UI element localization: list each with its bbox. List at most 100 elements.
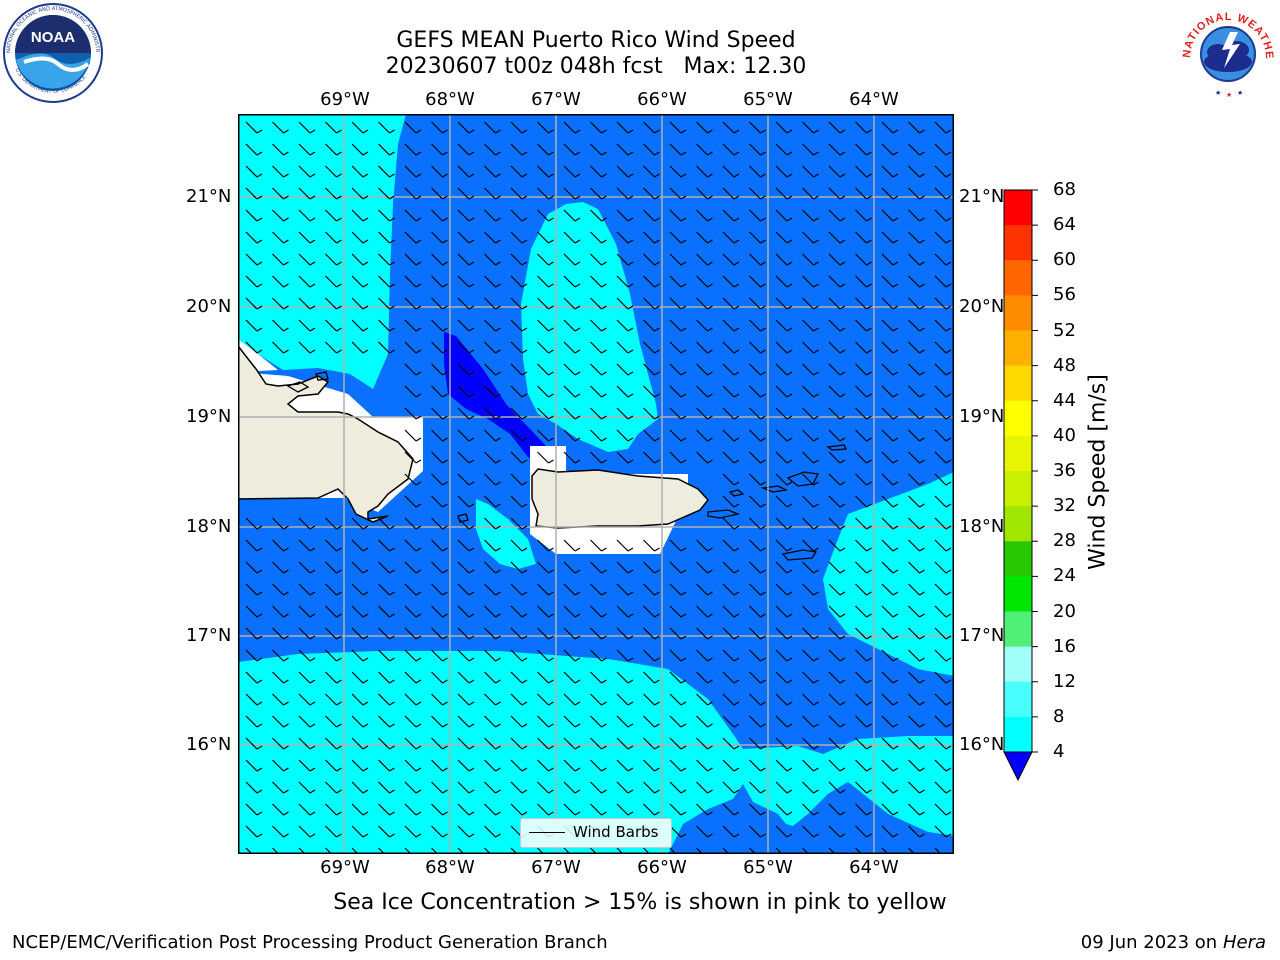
wind-barb: [908, 825, 925, 838]
wind-barb: [696, 407, 713, 420]
wind-barb: [590, 627, 607, 640]
wind-barb: [775, 539, 793, 552]
wind-barb: [272, 165, 289, 178]
wind-barb: [696, 187, 713, 200]
wind-barb: [669, 561, 687, 574]
wind-barb: [351, 781, 369, 794]
wind-barb: [828, 825, 846, 838]
wind-barb: [404, 715, 422, 728]
producer-credit: NCEP/EMC/Verification Post Processing Pr…: [12, 932, 608, 953]
wind-barb: [325, 209, 342, 222]
wind-barb: [404, 561, 422, 574]
wind-barb: [802, 143, 819, 156]
wind-barb: [378, 539, 395, 552]
wind-barb: [563, 671, 581, 684]
wind-barb: [616, 627, 634, 640]
wind-barb: [802, 671, 819, 684]
wind-barb: [669, 759, 687, 772]
wind-barb: [881, 627, 899, 640]
wind-barb: [722, 231, 740, 244]
wind-barb: [696, 253, 713, 266]
lat-label-left: 19°N: [186, 406, 232, 427]
wind-barb: [643, 649, 660, 662]
wind-barb: [325, 825, 342, 838]
wind-barb: [325, 187, 342, 200]
wind-barb: [934, 473, 952, 486]
wind-barb: [484, 143, 501, 156]
wind-barb: [245, 231, 263, 244]
wind-barb: [245, 671, 263, 684]
wind-barb: [722, 253, 740, 266]
band-8-12-area: [476, 499, 536, 569]
wind-barb: [510, 539, 528, 552]
colorbar-tick-label: 68: [1053, 179, 1076, 200]
wind-barb: [378, 341, 395, 354]
wind-barb: [934, 451, 952, 464]
wind-barb: [537, 385, 554, 398]
wind-barb: [298, 209, 316, 222]
wind-barb: [749, 451, 766, 464]
wind-barb: [590, 275, 607, 288]
wind-barb: [881, 297, 899, 310]
wind-barb: [749, 803, 766, 816]
wind-barb: [431, 231, 448, 244]
wind-barb: [881, 275, 899, 288]
wind-barb: [457, 143, 475, 156]
wind-barb: [669, 275, 687, 288]
wind-barb: [563, 759, 581, 772]
colorbar-cell: [1004, 576, 1032, 612]
wind-barb: [510, 297, 528, 310]
wind-barb: [616, 429, 634, 442]
wind-barb: [457, 495, 475, 508]
wind-barb: [828, 407, 846, 420]
wind-barb: [934, 385, 952, 398]
hispaniola-land: [238, 344, 414, 523]
wind-barb: [457, 275, 475, 288]
wind-barb: [775, 275, 793, 288]
wind-barb: [616, 693, 634, 706]
wind-barb: [351, 341, 369, 354]
wind-barb: [908, 759, 925, 772]
wind-barb: [298, 297, 316, 310]
wind-barb: [908, 121, 925, 134]
lon-label-top: 65°W: [743, 89, 793, 110]
wind-barb: [802, 781, 819, 794]
wind-barb: [934, 319, 952, 332]
wind-barb: [298, 781, 316, 794]
colorbar-title: Wind Speed [m/s]: [1085, 374, 1111, 570]
wind-barb: [272, 209, 289, 222]
wind-barb: [828, 781, 846, 794]
wind-barb: [510, 341, 528, 354]
wind-barb: [404, 297, 422, 310]
wind-barb: [828, 715, 846, 728]
wind-barb: [696, 429, 713, 442]
wind-barb: [722, 451, 740, 464]
wind-barb: [457, 693, 475, 706]
wind-barb: [802, 253, 819, 266]
colorbar-tick-label: 4: [1053, 741, 1065, 762]
wind-barb: [802, 121, 819, 134]
wind-barb: [643, 407, 660, 420]
wind-barb: [696, 627, 713, 640]
colorbar-tick-label: 20: [1053, 600, 1076, 622]
wind-barb: [828, 275, 846, 288]
wind-barb: [643, 363, 660, 376]
wind-barb: [245, 803, 263, 816]
wind-barb: [404, 825, 422, 838]
wind-barb: [908, 341, 925, 354]
wind-barb: [643, 715, 660, 728]
wind-barb: [537, 363, 554, 376]
wind-barb: [510, 121, 528, 134]
wind-barb: [510, 187, 528, 200]
wind-barb: [590, 649, 607, 662]
wind-barb: [563, 231, 581, 244]
wind-barb: [351, 583, 369, 596]
wind-barb: [563, 275, 581, 288]
wind-barb: [457, 825, 475, 838]
wind-barb: [908, 165, 925, 178]
wind-barb: [484, 627, 501, 640]
wind-barb: [325, 275, 342, 288]
wind-barb: [722, 693, 740, 706]
wind-barb: [616, 539, 634, 552]
wind-barb: [510, 451, 528, 464]
